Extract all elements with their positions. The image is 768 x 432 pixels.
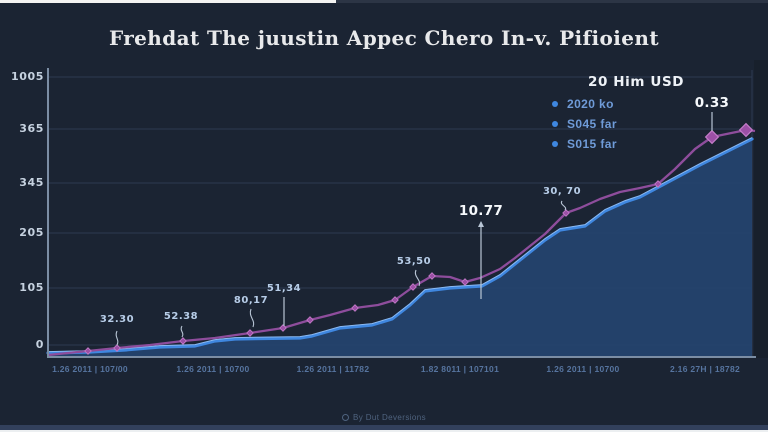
chart-title: Frehdat The juustin Appec Chero In-v. Pi…: [108, 26, 659, 51]
data-marker: [306, 316, 314, 324]
blue-line: [46, 137, 754, 355]
legend-bullet-icon: [552, 141, 558, 147]
legend-bullet-icon: [552, 121, 558, 127]
data-marker: [428, 272, 436, 280]
legend-item: S015 far: [552, 137, 684, 151]
purple-line: [47, 128, 756, 357]
legend: 20 Him USD 2020 ko S045 far S015 far: [552, 74, 684, 157]
bottom-edge-highlight: [0, 430, 768, 432]
data-marker: [562, 209, 570, 217]
blue-line-highlight: [47, 137, 753, 353]
data-marker: [654, 180, 662, 188]
data-marker: [179, 337, 187, 345]
data-marker: [84, 347, 92, 355]
copyright-ring-icon: [341, 414, 349, 421]
legend-bullet-icon: [552, 101, 558, 107]
annotation-leader: [414, 269, 421, 287]
annotation-leader: [560, 200, 567, 211]
legend-item-label: S045 far: [567, 117, 617, 131]
attribution-footer: By Dut Deversions: [0, 413, 768, 422]
bottom-edge-band: [0, 425, 768, 430]
plot-right-shade: [754, 60, 768, 358]
legend-item: S045 far: [552, 117, 684, 131]
data-marker: [246, 329, 254, 337]
top-edge-highlight: [0, 0, 336, 3]
top-edge-shade: [336, 0, 768, 3]
attribution-text: By Dut Deversions: [352, 413, 427, 422]
legend-title: 20 Him USD: [588, 74, 685, 90]
annotation-leader: [249, 308, 255, 328]
data-marker: [113, 344, 121, 352]
data-marker: [391, 296, 399, 304]
annotation-arrowhead-icon: [478, 221, 484, 227]
legend-item: 2020 ko: [552, 97, 684, 111]
area-fill: [48, 139, 752, 356]
data-marker: [351, 304, 359, 312]
data-marker-diamond: [704, 129, 720, 145]
legend-item-label: 2020 ko: [567, 97, 614, 111]
annotation-leader: [115, 330, 119, 346]
annotation-leader: [180, 325, 184, 338]
data-marker: [279, 324, 287, 332]
data-marker: [461, 278, 469, 286]
legend-item-label: S015 far: [567, 137, 617, 151]
data-marker-diamond: [738, 122, 754, 138]
data-marker: [409, 283, 417, 291]
